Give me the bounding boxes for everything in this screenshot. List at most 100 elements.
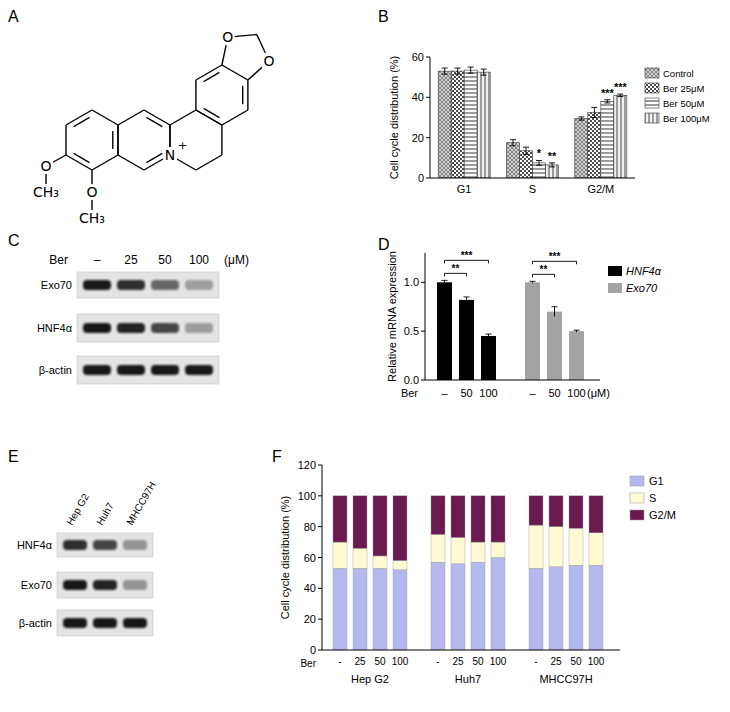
y-tick bbox=[426, 97, 430, 98]
y-tick bbox=[318, 588, 322, 589]
bar bbox=[438, 71, 451, 178]
atom-bg bbox=[39, 158, 53, 174]
bond bbox=[112, 131, 113, 149]
y-tick-label: 0 bbox=[310, 644, 316, 656]
atom-label: N bbox=[165, 147, 175, 163]
bar-segment bbox=[373, 556, 387, 568]
error-bar bbox=[604, 100, 610, 103]
atom-bg bbox=[31, 184, 61, 200]
blot-strip bbox=[57, 572, 153, 598]
bar bbox=[614, 95, 627, 178]
legend-label: Control bbox=[663, 68, 694, 79]
y-axis-title: Cell cycle distribution (%) bbox=[279, 496, 291, 619]
y-tick bbox=[426, 178, 430, 179]
bar bbox=[451, 71, 464, 178]
x-tick-label: 100 bbox=[490, 656, 507, 667]
x-axis bbox=[430, 178, 635, 179]
x-tick-label: - bbox=[534, 656, 537, 667]
band bbox=[83, 365, 111, 375]
y-tick bbox=[318, 557, 322, 558]
y-tick-label: 120 bbox=[298, 459, 316, 471]
lane-label: Hep G2 bbox=[64, 491, 91, 527]
x-tick-label: - bbox=[436, 656, 439, 667]
blot-strip bbox=[57, 533, 153, 557]
bar-segment bbox=[333, 496, 347, 542]
bond bbox=[65, 125, 66, 155]
structure: OOOOCH₃CH₃N+ bbox=[31, 29, 276, 226]
bar-segment bbox=[529, 525, 543, 568]
legend-swatch bbox=[645, 68, 659, 78]
legend-label: G1 bbox=[649, 475, 664, 487]
y-tick bbox=[421, 282, 425, 283]
x-tick-label: – bbox=[529, 387, 536, 399]
y-tick-label: 100 bbox=[298, 490, 316, 502]
x-tick-label: 100 bbox=[392, 656, 409, 667]
lane-label: Huh7 bbox=[94, 500, 116, 527]
legend-swatch bbox=[630, 476, 644, 486]
error-bar bbox=[442, 280, 448, 284]
bar-segment bbox=[569, 528, 583, 565]
atom-label: CH₃ bbox=[79, 210, 105, 226]
protein-label: Exo70 bbox=[41, 279, 72, 291]
bar bbox=[588, 112, 601, 178]
error-bar bbox=[468, 67, 474, 73]
band bbox=[123, 618, 147, 628]
x-tick-label: 25 bbox=[354, 656, 366, 667]
atom-bg bbox=[77, 210, 107, 226]
bond bbox=[117, 125, 118, 155]
treatment-label: Ber bbox=[49, 253, 68, 267]
bar-segment bbox=[393, 570, 407, 650]
x-unit-label: (μM) bbox=[587, 387, 610, 399]
x-tick-label: 100 bbox=[567, 387, 585, 399]
bond bbox=[221, 125, 222, 155]
y-tick bbox=[318, 650, 322, 651]
legend-label: Ber 50μM bbox=[663, 98, 704, 109]
band bbox=[185, 323, 213, 333]
band bbox=[93, 540, 117, 550]
band bbox=[123, 580, 147, 590]
bar bbox=[547, 312, 562, 380]
atom-label: O bbox=[41, 158, 52, 174]
atom-label: O bbox=[86, 184, 97, 200]
band bbox=[83, 323, 111, 333]
band bbox=[83, 280, 111, 290]
legend-label: S bbox=[649, 492, 656, 504]
bar-segment bbox=[569, 496, 583, 528]
significance: * bbox=[537, 147, 542, 159]
band bbox=[63, 540, 87, 550]
lane-label: 25 bbox=[124, 253, 138, 267]
y-tick-label: 80 bbox=[304, 521, 316, 533]
bar bbox=[507, 143, 520, 178]
bar bbox=[481, 336, 496, 380]
y-tick bbox=[318, 495, 322, 496]
plot-area bbox=[437, 280, 584, 380]
bar-segment bbox=[549, 527, 563, 567]
bar-segment bbox=[549, 496, 563, 527]
x-axis-title: Ber bbox=[300, 658, 316, 669]
band bbox=[151, 323, 179, 333]
bond bbox=[204, 108, 220, 117]
bond bbox=[195, 80, 196, 110]
error-bar bbox=[578, 117, 584, 120]
error-bar bbox=[549, 163, 555, 167]
y-tick-label: 60 bbox=[412, 51, 424, 63]
bar-segment bbox=[569, 565, 583, 650]
bond bbox=[118, 110, 144, 125]
bar-segment bbox=[353, 568, 367, 650]
bond bbox=[146, 117, 162, 126]
panel-label: D bbox=[378, 236, 390, 253]
group-label: Huh7 bbox=[455, 673, 481, 685]
y-tick-label: 60 bbox=[304, 552, 316, 564]
bar-segment bbox=[471, 562, 485, 650]
bar bbox=[464, 70, 477, 178]
protein-label: β-actin bbox=[19, 617, 52, 629]
bar bbox=[477, 72, 490, 178]
y-tick-label: 0.0 bbox=[404, 374, 419, 386]
bond bbox=[170, 110, 196, 125]
legend-label: Ber 25μM bbox=[663, 83, 704, 94]
bar-segment bbox=[451, 496, 465, 538]
legend-swatch bbox=[608, 266, 622, 276]
error-bar bbox=[536, 160, 542, 165]
lane-label: MHCC97H bbox=[124, 480, 158, 527]
bar-segment bbox=[471, 542, 485, 562]
